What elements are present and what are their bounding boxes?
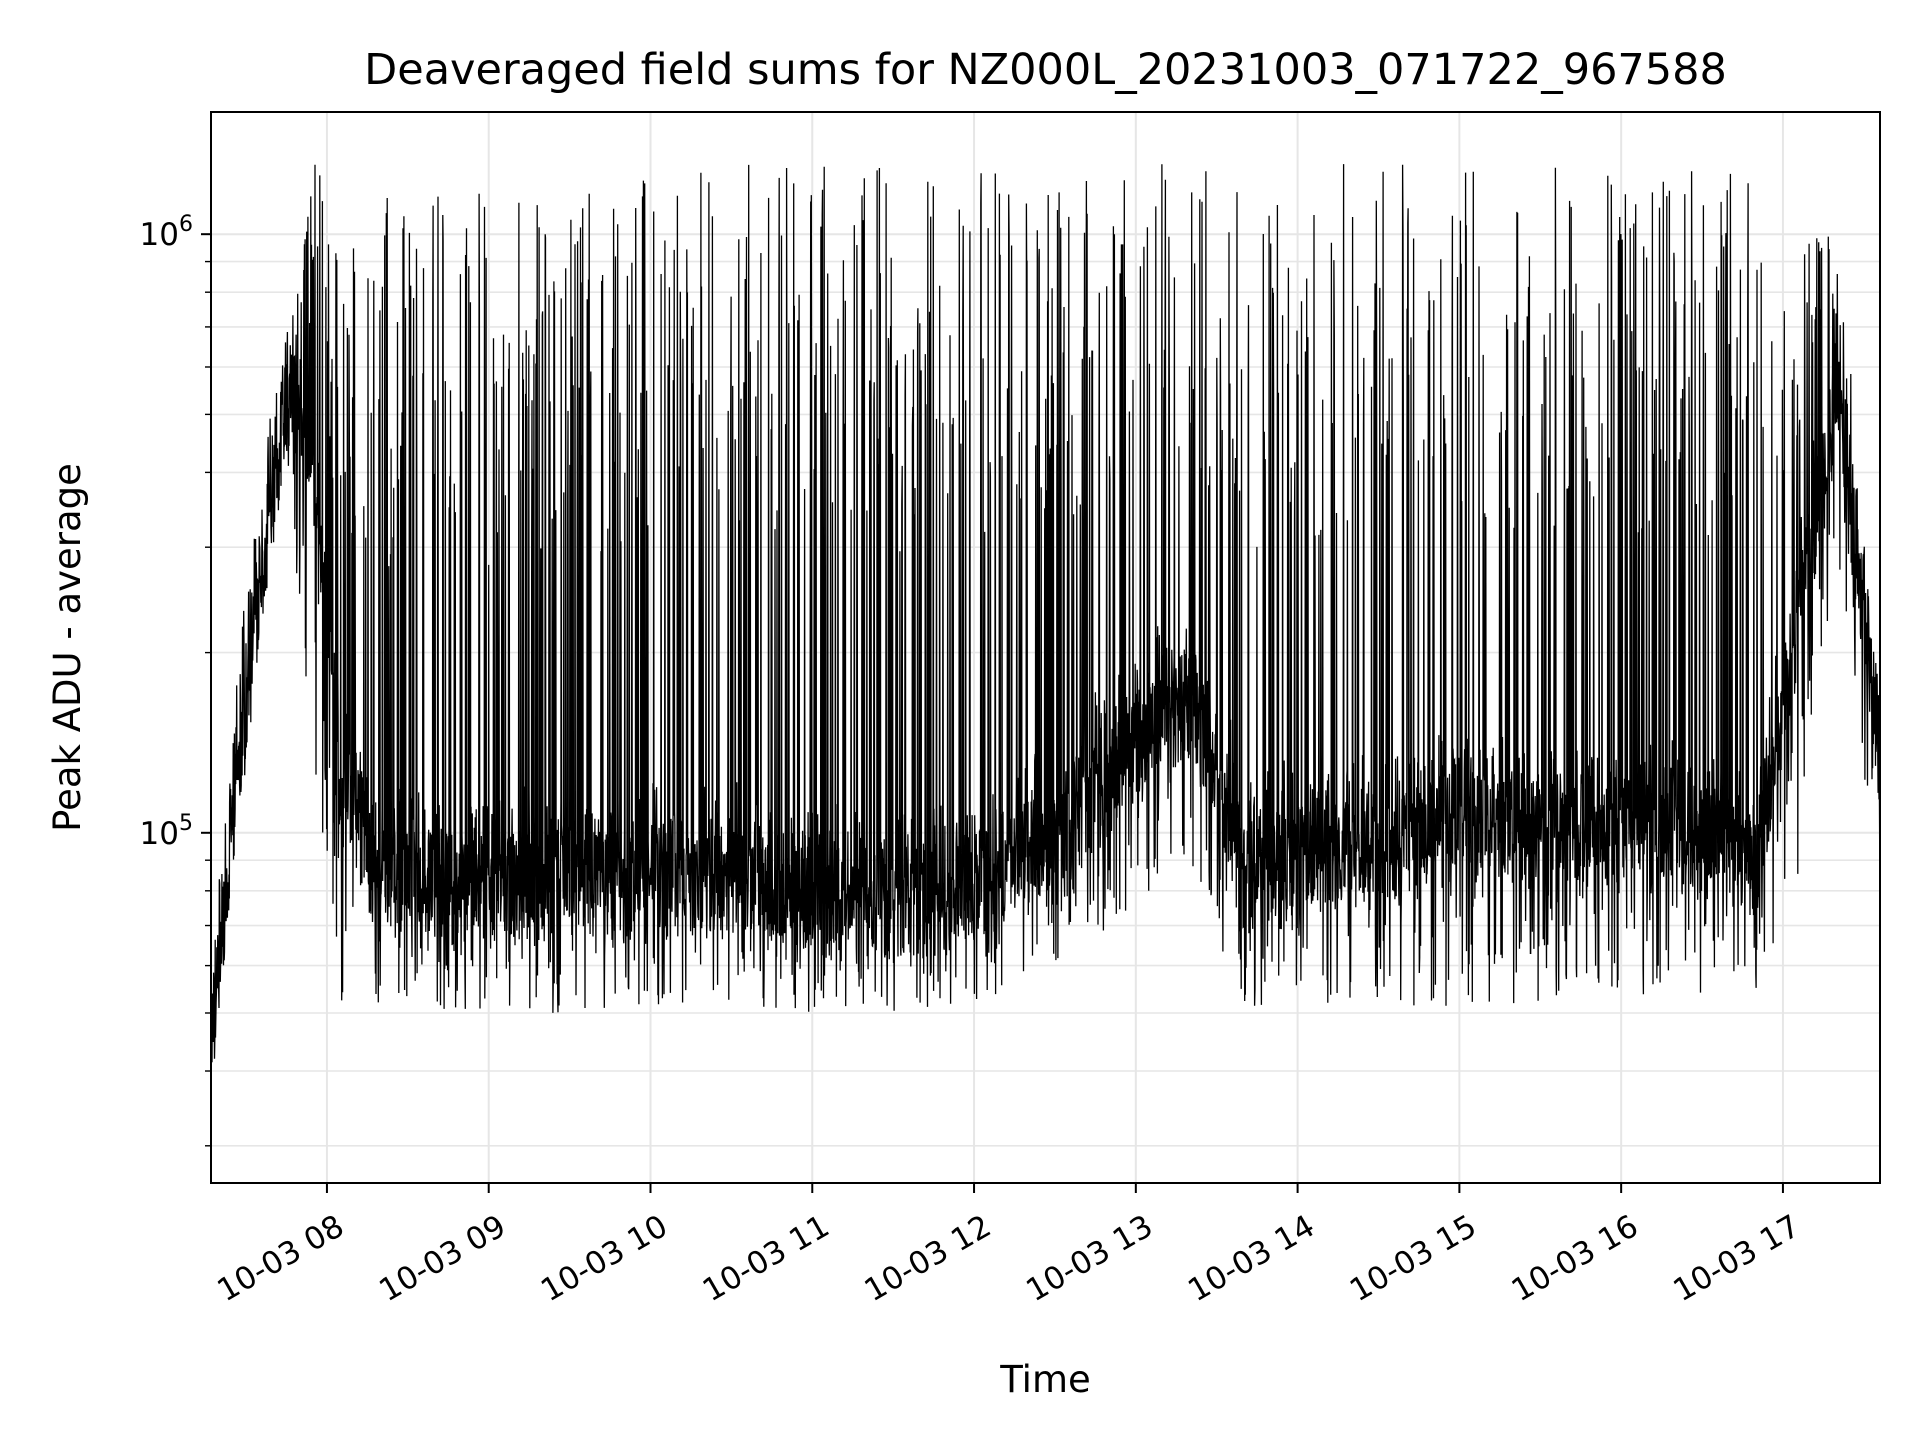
y-tick-label: 106 xyxy=(140,212,193,253)
y-tick-label-exponent: 5 xyxy=(179,811,193,836)
series-trace xyxy=(210,164,1881,1063)
chart-title: Deaveraged field sums for NZ000L_2023100… xyxy=(364,45,1727,95)
y-tick-label-exponent: 6 xyxy=(179,212,193,237)
y-tick-label-base: 10 xyxy=(140,217,179,253)
y-tick-label-base: 10 xyxy=(140,816,179,852)
series-line xyxy=(210,164,1881,1063)
x-axis-label: Time xyxy=(999,1358,1091,1401)
y-axis-label: Peak ADU - average xyxy=(46,463,89,832)
plot-frame xyxy=(210,111,1881,1184)
y-tick-label: 105 xyxy=(140,811,193,852)
